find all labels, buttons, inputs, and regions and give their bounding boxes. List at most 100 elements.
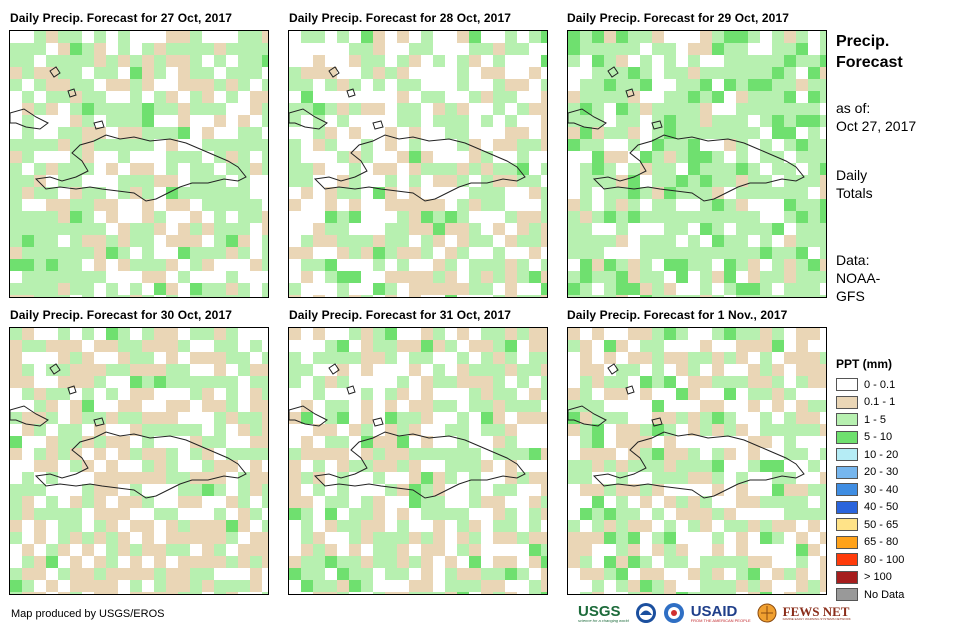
precip-cell bbox=[421, 484, 433, 496]
precip-cell bbox=[580, 592, 592, 594]
precip-cell bbox=[808, 67, 820, 79]
precip-cell bbox=[760, 223, 772, 235]
precip-cell bbox=[349, 67, 361, 79]
precip-cell bbox=[724, 580, 736, 592]
precip-cell bbox=[70, 271, 82, 283]
precip-cell bbox=[580, 520, 592, 532]
precip-cell bbox=[202, 127, 214, 139]
precip-cell bbox=[616, 283, 628, 295]
precip-cell bbox=[22, 211, 34, 223]
precip-cell bbox=[505, 31, 517, 43]
precip-cell bbox=[493, 115, 505, 127]
precip-cell bbox=[505, 223, 517, 235]
precip-cell bbox=[760, 520, 772, 532]
precip-cell bbox=[592, 580, 604, 592]
precip-cell bbox=[22, 484, 34, 496]
precip-cell bbox=[289, 532, 301, 544]
precip-cell bbox=[772, 55, 784, 67]
precip-cell bbox=[106, 532, 118, 544]
precip-cell bbox=[664, 115, 676, 127]
precip-cell bbox=[385, 508, 397, 520]
precip-cell bbox=[154, 592, 166, 594]
precip-cell bbox=[82, 295, 94, 297]
precip-cell bbox=[34, 424, 46, 436]
precip-cell bbox=[154, 340, 166, 352]
precip-cell bbox=[202, 328, 214, 340]
precip-cell bbox=[433, 91, 445, 103]
precip-cell bbox=[748, 424, 760, 436]
precip-cell bbox=[130, 580, 142, 592]
precip-cell bbox=[664, 91, 676, 103]
precip-cell bbox=[505, 508, 517, 520]
precip-cell bbox=[820, 127, 826, 139]
precip-cell bbox=[202, 424, 214, 436]
precip-cell bbox=[493, 127, 505, 139]
precip-cell bbox=[760, 460, 772, 472]
precip-cell bbox=[628, 520, 640, 532]
precip-cell bbox=[493, 271, 505, 283]
precip-cell bbox=[409, 568, 421, 580]
precip-cell bbox=[337, 139, 349, 151]
map-panel-1-nov[interactable] bbox=[567, 327, 827, 595]
precip-cell bbox=[142, 283, 154, 295]
precip-cell bbox=[10, 43, 22, 55]
precip-cell bbox=[580, 187, 592, 199]
map-panel-27-oct[interactable] bbox=[9, 30, 269, 298]
precip-cell bbox=[469, 496, 481, 508]
precip-cell bbox=[202, 79, 214, 91]
precip-cell bbox=[700, 328, 712, 340]
precip-cell bbox=[481, 127, 493, 139]
precip-cell bbox=[628, 436, 640, 448]
precip-cell bbox=[250, 259, 262, 271]
map-panel-30-oct[interactable] bbox=[9, 327, 269, 595]
precip-cell bbox=[190, 580, 202, 592]
precip-cell bbox=[154, 67, 166, 79]
precip-cell bbox=[469, 472, 481, 484]
precip-cell bbox=[541, 127, 547, 139]
precip-cell bbox=[94, 67, 106, 79]
map-panel-29-oct[interactable] bbox=[567, 30, 827, 298]
precip-cell bbox=[373, 103, 385, 115]
map-panel-31-oct[interactable] bbox=[288, 327, 548, 595]
precip-cell bbox=[130, 247, 142, 259]
precip-cell bbox=[361, 151, 373, 163]
precip-cell bbox=[700, 424, 712, 436]
precip-cell bbox=[373, 55, 385, 67]
precip-cell bbox=[301, 400, 313, 412]
precip-cell bbox=[652, 448, 664, 460]
precip-cell bbox=[34, 340, 46, 352]
precip-cell bbox=[592, 163, 604, 175]
precip-cell bbox=[385, 247, 397, 259]
precip-cell bbox=[82, 412, 94, 424]
precip-cell bbox=[505, 544, 517, 556]
precip-cell bbox=[325, 151, 337, 163]
precip-cell bbox=[568, 31, 580, 43]
precip-cell bbox=[154, 127, 166, 139]
hispaniola-outline bbox=[34, 431, 247, 499]
precip-cell bbox=[238, 544, 250, 556]
precip-cell bbox=[397, 127, 409, 139]
precip-cell bbox=[34, 532, 46, 544]
precip-cell bbox=[82, 223, 94, 235]
map-panel-28-oct[interactable] bbox=[288, 30, 548, 298]
precip-cell bbox=[250, 520, 262, 532]
precip-cell bbox=[736, 139, 748, 151]
precip-cell bbox=[688, 520, 700, 532]
fewsnet-logo: FEWS NET FAMINE EARLY WARNING SYSTEMS NE… bbox=[783, 605, 851, 621]
precip-cell bbox=[640, 139, 652, 151]
precip-cell bbox=[118, 376, 130, 388]
precip-cell bbox=[313, 259, 325, 271]
precip-cell bbox=[46, 79, 58, 91]
precip-cell bbox=[421, 436, 433, 448]
precip-cell bbox=[541, 448, 547, 460]
precip-cell bbox=[118, 55, 130, 67]
precip-cell bbox=[58, 460, 70, 472]
precip-cell bbox=[724, 340, 736, 352]
precip-cell bbox=[676, 460, 688, 472]
precip-cell bbox=[784, 556, 796, 568]
precip-cell bbox=[505, 163, 517, 175]
precip-cell bbox=[409, 103, 421, 115]
precip-cell bbox=[226, 532, 238, 544]
precip-cell bbox=[808, 556, 820, 568]
precip-cell bbox=[445, 508, 457, 520]
